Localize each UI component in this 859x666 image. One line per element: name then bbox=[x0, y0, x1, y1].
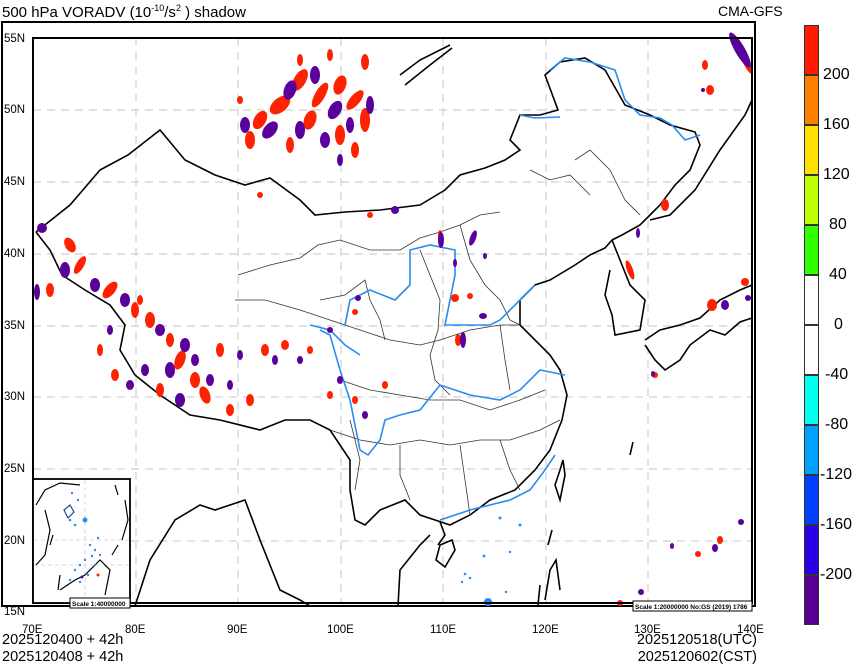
map-frame bbox=[32, 37, 753, 604]
scale-box bbox=[632, 600, 753, 612]
lon-label: 70E bbox=[22, 624, 43, 636]
colorbar-label: -40 bbox=[825, 366, 849, 383]
colorbar-label: -160 bbox=[820, 516, 853, 533]
country-borders bbox=[35, 44, 753, 607]
colorbar-label: 80 bbox=[829, 216, 847, 233]
lon-label: 100E bbox=[327, 624, 354, 636]
colorbar-swatch bbox=[804, 75, 819, 125]
south-china-sea-inset: Scale 1:40000000 bbox=[32, 478, 131, 609]
valid-time-cst: 2025120602(CST) bbox=[637, 649, 757, 665]
title-text: 500 hPa VORADV (10 bbox=[2, 4, 152, 21]
lat-label: 50N bbox=[4, 104, 26, 116]
init-time-cst: 2025120408 + 42h bbox=[2, 649, 124, 665]
main-scale-text: Scale 1:20000000 No:GS (2019) 1786 bbox=[635, 604, 748, 611]
colorbar-label: 0 bbox=[834, 316, 843, 333]
valid-time-utc: 2025120518(UTC) bbox=[636, 632, 757, 648]
lat-label: 45N bbox=[4, 176, 26, 188]
province-borders bbox=[235, 149, 641, 516]
colorbar-label: 120 bbox=[823, 166, 850, 183]
title-exponent-2: 2 bbox=[175, 3, 181, 13]
voradv-negative-shading bbox=[34, 32, 751, 595]
colorbar-swatch bbox=[804, 275, 819, 325]
lat-label: 55N bbox=[4, 33, 26, 45]
rivers bbox=[309, 57, 701, 521]
colorbar-swatch bbox=[804, 175, 819, 225]
colorbar-label: 40 bbox=[829, 266, 847, 283]
colorbar-swatch bbox=[804, 25, 819, 75]
colorbar-label: 160 bbox=[823, 116, 850, 133]
colorbar-swatch bbox=[804, 525, 819, 575]
lat-label: 15N bbox=[4, 606, 26, 618]
outer-frame bbox=[1, 21, 756, 607]
init-time-utc: 2025120400 + 42h bbox=[2, 632, 124, 648]
colorbar-swatch bbox=[804, 225, 819, 275]
lon-label: 90E bbox=[227, 624, 248, 636]
lon-label: 110E bbox=[430, 624, 457, 636]
lat-label: 40N bbox=[4, 248, 26, 260]
colorbar-swatch bbox=[804, 375, 819, 425]
colorbar-label: 200 bbox=[823, 66, 850, 83]
lon-label: 140E bbox=[737, 624, 764, 636]
model-source: CMA-GFS bbox=[718, 3, 783, 19]
voradv-positive-shading bbox=[46, 46, 752, 606]
inset-scale-text: Scale 1:40000000 bbox=[72, 601, 126, 608]
lon-label: 120E bbox=[532, 624, 559, 636]
chart-title: 500 hPa VORADV (10-10/s2 ) shadow bbox=[2, 0, 246, 21]
lat-label: 25N bbox=[4, 463, 26, 475]
lat-label: 20N bbox=[4, 535, 26, 547]
graticule bbox=[33, 38, 752, 603]
colorbar-swatch bbox=[804, 575, 819, 625]
colorbar-swatch bbox=[804, 425, 819, 475]
lat-label: 30N bbox=[4, 391, 26, 403]
colorbar-swatch bbox=[804, 125, 819, 175]
lon-label: 130E bbox=[634, 624, 661, 636]
colorbar-swatch bbox=[804, 475, 819, 525]
colorbar-label: -200 bbox=[820, 566, 853, 583]
title-unit: /s bbox=[164, 4, 176, 21]
south-china-sea-specks bbox=[460, 516, 522, 606]
lon-label: 80E bbox=[125, 624, 146, 636]
title-exponent: -10 bbox=[151, 3, 165, 13]
colorbar-label: -120 bbox=[820, 466, 853, 483]
title-suffix: ) shadow bbox=[180, 4, 246, 21]
colorbar-swatch bbox=[804, 325, 819, 375]
lat-label: 35N bbox=[4, 320, 26, 332]
colorbar-label: -80 bbox=[825, 416, 849, 433]
